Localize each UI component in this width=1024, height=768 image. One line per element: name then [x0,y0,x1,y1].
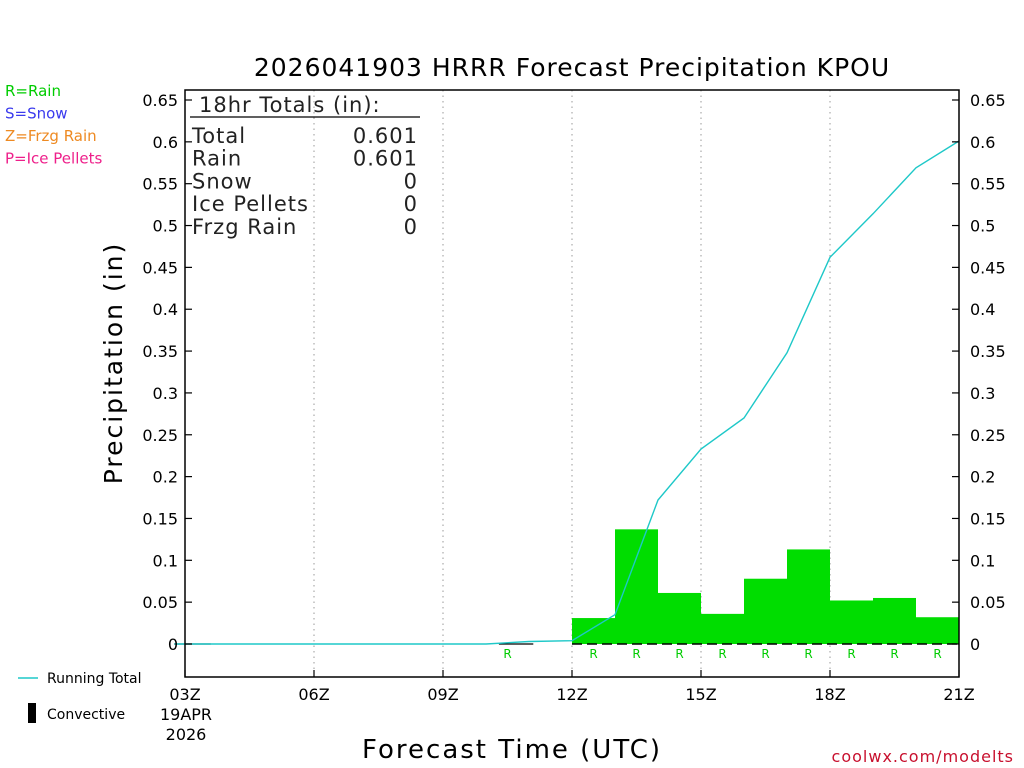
totals-row-value: 0 [404,192,418,216]
y-tick-label-right: 0.1 [970,551,995,570]
hourly-bars [572,529,959,644]
y-tick-label-left: 0.05 [142,593,178,612]
y-tick-label-left: 0.35 [142,342,178,361]
x-tick-label: 09Z [427,685,458,704]
y-tick-label-right: 0.4 [970,300,995,319]
hourly-bar [744,578,787,644]
precip-type-legend-item: S=Snow [5,105,68,123]
x-tick-label: 12Z [556,685,587,704]
convective-legend-label: Convective [47,707,125,723]
type-marker: R [675,647,683,661]
x-axis-title: Forecast Time (UTC) [362,735,662,765]
type-marker: R [804,647,812,661]
totals-row-label: Ice Pellets [192,192,309,216]
y-tick-label-left: 0.2 [153,468,178,487]
y-tick-label-right: 0.65 [970,91,1006,110]
type-marker: R [890,647,898,661]
precip-type-legend-item: R=Rain [5,82,61,100]
y-tick-label-right: 0 [970,635,980,654]
type-marker: R [933,647,941,661]
x-tick-label: 03Z [169,685,200,704]
y-tick-label-right: 0.3 [970,384,995,403]
hourly-bar [916,617,959,644]
y-tick-label-left: 0.4 [153,300,178,319]
y-tick-label-right: 0.15 [970,509,1006,528]
y-tick-label-left: 0.6 [153,133,178,152]
y-tick-label-right: 0.35 [970,342,1006,361]
y-tick-label-left: 0.25 [142,426,178,445]
totals-row-label: Snow [192,169,253,193]
type-marker: R [589,647,597,661]
type-marker: R [632,647,640,661]
series-legend: Running Total Convective [18,671,142,723]
x-tick-label: 18Z [814,685,845,704]
y-tick-label-left: 0.3 [153,384,178,403]
y-tick-label-left: 0.1 [153,551,178,570]
y-axis-ticks: 0 00.05 0.050.1 0.10.15 0.150.2 0.20.25 0.250.… [142,91,1005,654]
y-tick-label-left: 0.45 [142,258,178,277]
hourly-bar [830,600,873,644]
chart-title: 2026041903 HRRR Forecast Precipitation K… [254,53,890,82]
hourly-bar [787,549,830,644]
precip-type-legend: R=Rain S=Snow Z=Frzg Rain P=Ice Pellets [5,82,102,168]
type-marker: R [847,647,855,661]
hourly-bar [701,613,744,644]
totals-box: 18hr Totals (in): Total 0.601 Rain 0.601 Sno… [190,93,420,239]
y-tick-label-left: 0.65 [142,91,178,110]
date-label: 19APR [160,705,212,724]
precip-type-legend-item: Z=Frzg Rain [5,127,97,145]
totals-row-value: 0 [404,215,418,239]
hourly-bar [873,597,916,644]
hourly-bar [572,618,615,644]
precip-type-legend-item: P=Ice Pellets [5,150,102,168]
x-tick-label: 21Z [943,685,974,704]
x-tick-label: 06Z [298,685,329,704]
convective-legend-swatch [28,703,36,723]
y-tick-label-right: 0.5 [970,217,995,236]
type-marker: R [503,647,511,661]
hourly-bar [615,529,658,644]
y-tick-label-left: 0.15 [142,509,178,528]
credit-text: coolwx.com/modelts [832,747,1014,766]
totals-heading: 18hr Totals (in): [199,93,381,117]
y-tick-label-right: 0.55 [970,175,1006,194]
totals-row-value: 0 [404,169,418,193]
year-label: 2026 [166,725,207,744]
x-tick-label: 15Z [685,685,716,704]
y-axis-title: Precipitation (in) [99,242,128,485]
y-tick-label-left: 0.5 [153,217,178,236]
totals-row-value: 0.601 [353,147,418,171]
running-total-line [174,140,960,645]
type-marker: R [761,647,769,661]
y-tick-label-left: 0 [168,635,178,654]
totals-row-label: Rain [192,147,242,171]
totals-rows: Total 0.601 Rain 0.601 Snow 0 Ice Pellets 0 Frzg… [191,124,418,239]
totals-row-value: 0.601 [353,124,418,148]
y-tick-label-left: 0.55 [142,175,178,194]
y-tick-label-right: 0.2 [970,468,995,487]
running-total-legend-label: Running Total [47,671,142,687]
y-tick-label-right: 0.45 [970,258,1006,277]
totals-row-label: Frzg Rain [192,215,297,239]
totals-row-label: Total [191,124,246,148]
x-axis-ticks: 03Z 06Z 09Z 12Z 15Z 18Z 21Z [169,670,975,704]
y-tick-label-right: 0.25 [970,426,1006,445]
hourly-bar [658,592,701,644]
y-tick-label-right: 0.05 [970,593,1006,612]
y-tick-label-right: 0.6 [970,133,995,152]
type-marker: R [718,647,726,661]
